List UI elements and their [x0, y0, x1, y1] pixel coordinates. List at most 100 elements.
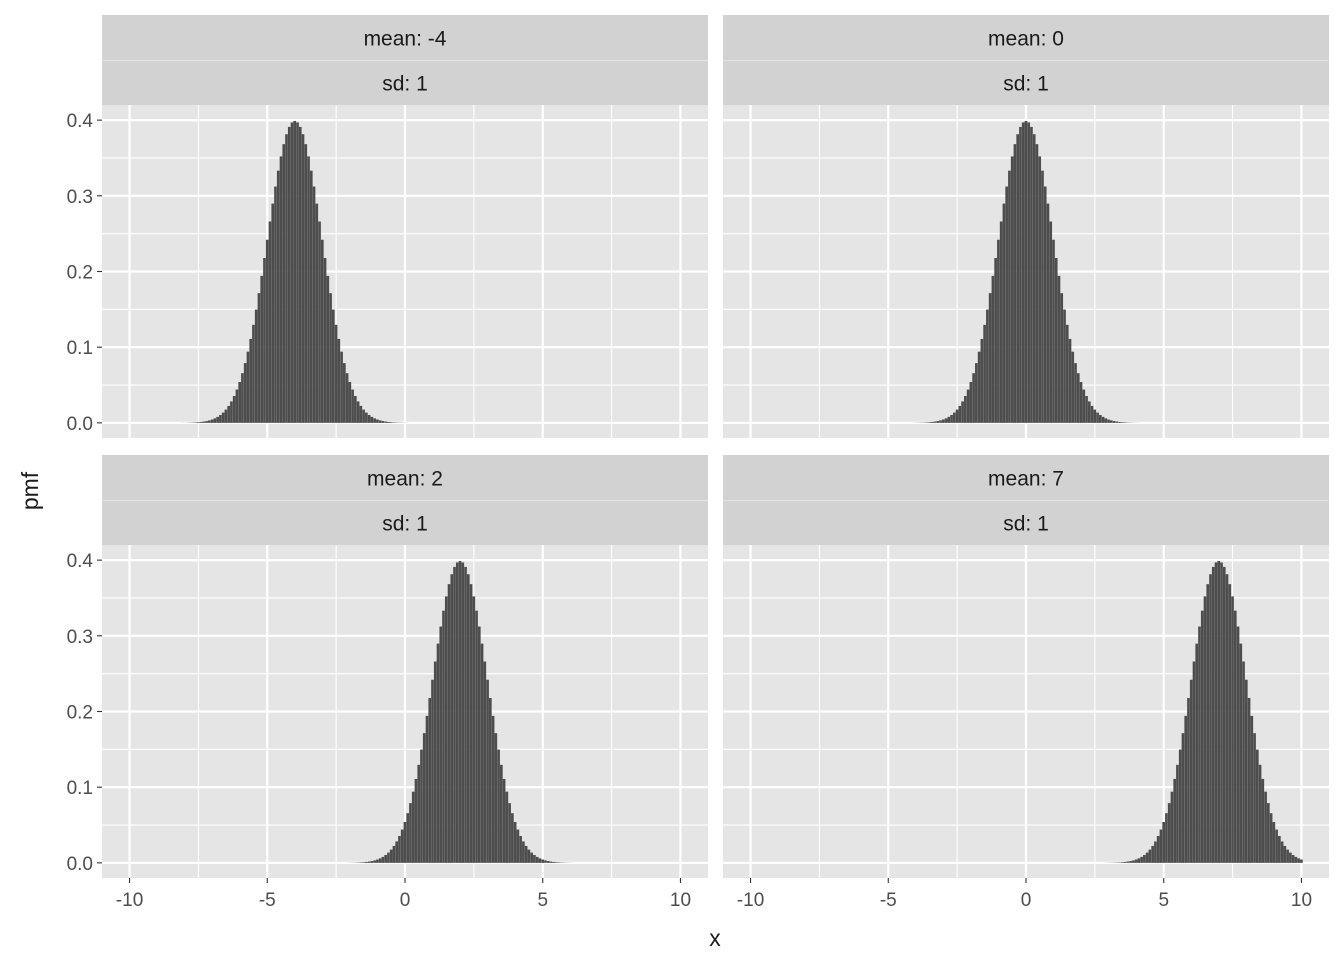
pmf-bar	[969, 382, 973, 423]
facet-panel: mean: 0 sd: 1	[723, 15, 1329, 438]
pmf-bar	[365, 412, 368, 423]
pmf-bar	[367, 861, 371, 863]
pmf-bar	[1132, 860, 1135, 863]
pmf-bar	[519, 836, 522, 863]
pmf-bar	[541, 859, 544, 863]
pmf-bar	[458, 560, 462, 863]
pmf-bar	[442, 610, 445, 863]
pmf-bar	[1054, 257, 1058, 423]
strip-label-mean: mean: 2	[367, 468, 443, 491]
pmf-bar	[378, 858, 382, 863]
pmf-bar	[387, 852, 390, 863]
pmf-bar	[1278, 836, 1281, 863]
pmf-bar	[1074, 363, 1077, 423]
pmf-bar	[340, 351, 343, 423]
y-tick-label: 0.3	[67, 627, 93, 648]
pmf-bar	[944, 418, 948, 423]
pmf-bar	[389, 422, 393, 423]
pmf-bar	[1200, 610, 1204, 863]
x-tick-label: -5	[259, 890, 276, 911]
pmf-bar	[1176, 764, 1179, 863]
pmf-bar	[246, 351, 250, 423]
pmf-bar	[997, 239, 1000, 423]
pmf-bar	[975, 363, 978, 423]
pmf-bar	[395, 841, 398, 863]
pmf-bar	[1123, 861, 1127, 863]
pmf-bar	[1071, 351, 1075, 423]
pmf-bar	[1217, 560, 1221, 863]
pmf-bar	[376, 859, 379, 863]
pmf-bar	[1090, 405, 1094, 423]
pmf-bar	[1008, 170, 1011, 423]
pmf-bar	[403, 822, 407, 863]
pmf-bar	[392, 845, 396, 863]
x-tick-label: -5	[880, 890, 897, 911]
pmf-bar	[1195, 643, 1199, 863]
y-tick-label: 0.0	[67, 414, 93, 435]
panels-layer: mean: -4 sd: 1 0.0 0.1 0.2 0.3 0.4 mean: 0 sd: 1…	[67, 15, 1329, 911]
strip-bottom-bg	[102, 60, 708, 105]
pmf-bar	[417, 764, 421, 863]
pmf-bar	[1057, 275, 1061, 423]
pmf-bar	[1082, 389, 1086, 423]
pmf-bar	[1220, 562, 1223, 863]
pmf-bar	[381, 421, 385, 423]
pmf-bar	[1156, 836, 1160, 863]
strip-top-bg	[102, 15, 708, 60]
pmf-bar	[406, 813, 410, 863]
pmf-bar	[980, 338, 984, 423]
pmf-bar	[497, 749, 500, 863]
strip-top-bg	[102, 455, 708, 500]
pmf-bar	[1129, 861, 1132, 863]
pmf-bar	[370, 416, 374, 423]
pmf-bar	[1041, 170, 1044, 423]
y-tick-label: 0.2	[67, 263, 93, 284]
pmf-bar	[1228, 584, 1232, 863]
pmf-bar	[524, 845, 528, 863]
pmf-bar	[304, 144, 308, 423]
pmf-bar	[1046, 203, 1050, 423]
pmf-bar	[1060, 293, 1064, 423]
pmf-bar	[994, 257, 997, 423]
pmf-bar	[527, 849, 531, 863]
pmf-bar	[1112, 421, 1116, 423]
pmf-bar	[354, 396, 357, 423]
pmf-bar	[351, 389, 354, 423]
pmf-bar	[1065, 324, 1069, 423]
pmf-bar	[977, 351, 981, 423]
pmf-bar	[549, 861, 553, 863]
pmf-bar	[933, 421, 937, 423]
pmf-bar	[287, 126, 291, 423]
pmf-bar	[930, 421, 934, 423]
pmf-bar	[1137, 858, 1141, 863]
pmf-bar	[365, 861, 368, 863]
x-tick-label: 10	[670, 890, 691, 911]
pmf-bar	[1294, 856, 1298, 863]
pmf-bar	[1148, 849, 1152, 863]
pmf-bar	[376, 419, 379, 423]
pmf-bar	[271, 203, 275, 423]
pmf-bar	[326, 275, 330, 423]
pmf-bar	[301, 134, 305, 423]
pmf-bar	[455, 562, 459, 863]
pmf-bar	[1118, 421, 1121, 423]
pmf-bar	[1297, 858, 1300, 863]
pmf-bar	[469, 584, 473, 863]
pmf-bar	[1280, 841, 1284, 863]
pmf-bar	[1099, 414, 1102, 423]
pmf-bar	[958, 405, 962, 423]
pmf-bar	[1096, 412, 1099, 423]
pmf-bar	[243, 363, 247, 423]
pmf-bar	[1192, 661, 1196, 863]
pmf-bar	[1181, 733, 1185, 863]
pmf-bar	[1170, 791, 1174, 863]
pmf-bar	[1253, 733, 1256, 863]
pmf-bar	[1027, 122, 1031, 423]
pmf-bar	[433, 661, 437, 863]
pmf-bar	[232, 396, 236, 423]
pmf-bar	[307, 156, 310, 423]
pmf-bar	[1286, 849, 1289, 863]
pmf-bar	[1250, 715, 1254, 863]
pmf-bar	[472, 596, 476, 863]
pmf-bar	[224, 409, 228, 423]
